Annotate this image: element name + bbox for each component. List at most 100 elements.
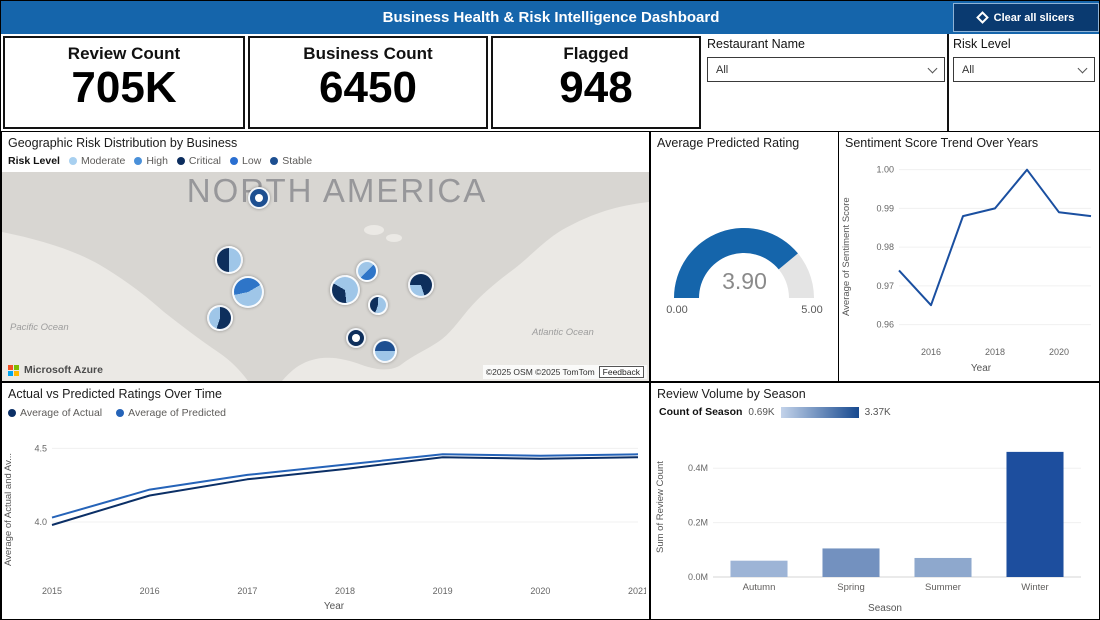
map-canvas[interactable]: NORTH AMERICA Pacific Ocean Atlantic Oce…	[2, 172, 649, 381]
chevron-down-icon	[927, 63, 938, 73]
clear-all-slicers-button[interactable]: Clear all slicers	[953, 3, 1099, 32]
map-pie-marker[interactable]	[215, 246, 243, 274]
legend-item-predicted[interactable]: Average of Predicted	[116, 407, 226, 419]
map-pie-marker[interactable]	[408, 272, 434, 298]
map-pie-marker[interactable]	[356, 260, 378, 282]
season-panel: Review Volume by Season Count of Season …	[650, 382, 1099, 619]
ratings-panel: Actual vs Predicted Ratings Over Time Av…	[1, 382, 650, 619]
map-pie-marker[interactable]	[368, 295, 388, 315]
legend-label: Moderate	[80, 155, 126, 167]
line-series	[51, 453, 639, 519]
legend-label: Critical	[188, 155, 222, 167]
bar-summer[interactable]	[914, 557, 972, 577]
kpi-label: Review Count	[67, 44, 181, 63]
season-color-scale-legend: Count of Season 0.69K 3.37K	[659, 406, 891, 418]
gauge-max-label: 5.00	[801, 304, 823, 316]
feedback-link[interactable]: Feedback	[598, 366, 644, 378]
ratings-y-axis-label: Average of Actual and Av...	[3, 452, 14, 566]
risk-level-dropdown[interactable]: All	[953, 57, 1095, 82]
bar-autumn[interactable]	[730, 560, 788, 577]
eraser-icon	[975, 11, 989, 24]
svg-text:0.99: 0.99	[876, 203, 894, 213]
legend-dot	[8, 409, 16, 417]
map-pie-marker[interactable]	[232, 276, 264, 308]
marker-hole	[254, 193, 264, 203]
legend-label: Average of Predicted	[128, 407, 226, 419]
legend-dot	[116, 409, 125, 417]
restaurant-name-dropdown[interactable]: All	[707, 57, 945, 82]
legend-item-actual[interactable]: Average of Actual	[8, 407, 102, 419]
color-scale-max: 3.37K	[864, 406, 891, 418]
line-series	[51, 456, 639, 526]
legend-dot	[134, 157, 143, 165]
line-series	[898, 168, 1092, 307]
bar-winter[interactable]	[1006, 451, 1064, 577]
color-scale-gradient	[780, 406, 859, 418]
gauge-value: 3.90	[722, 268, 767, 294]
svg-text:1.00: 1.00	[876, 165, 894, 175]
kpi-label: Business Count	[303, 44, 433, 63]
ocean-label-atlantic: Atlantic Ocean	[532, 327, 594, 338]
legend-item-low[interactable]: Low	[230, 155, 261, 167]
slicer-restaurant-name: Restaurant Name All	[707, 37, 945, 82]
chevron-down-icon	[1077, 63, 1088, 73]
svg-text:2018: 2018	[335, 586, 355, 596]
marker-hole	[352, 334, 360, 342]
legend-label: Stable	[282, 155, 313, 167]
map-pie-marker[interactable]	[207, 305, 233, 331]
ratings-x-axis-label: Year	[323, 601, 345, 612]
legend-dot	[230, 157, 239, 165]
svg-text:0.98: 0.98	[876, 242, 894, 252]
legend-label: Average of Actual	[20, 407, 103, 419]
legend-item-critical[interactable]: Critical	[176, 155, 222, 167]
svg-text:2016: 2016	[921, 347, 941, 357]
svg-text:Summer: Summer	[925, 582, 961, 593]
map-pie-marker[interactable]	[330, 275, 360, 305]
svg-text:Autumn: Autumn	[743, 582, 776, 593]
app-header: Business Health & Risk Intelligence Dash…	[1, 1, 1099, 34]
svg-text:2016: 2016	[140, 586, 160, 596]
legend-dot	[68, 157, 77, 165]
svg-text:2018: 2018	[985, 347, 1005, 357]
legend-item-moderate[interactable]: Moderate	[68, 155, 126, 167]
bar-spring[interactable]	[822, 548, 880, 577]
kpi-value: 705K	[71, 63, 177, 112]
kpi-card-flagged: Flagged 948	[491, 36, 701, 129]
ratings-legend: Average of Actual Average of Predicted	[8, 407, 226, 419]
gauge-panel-title: Average Predicted Rating	[657, 136, 800, 150]
azure-brand: Microsoft Azure	[8, 364, 103, 376]
svg-text:2021: 2021	[628, 586, 646, 596]
svg-text:2019: 2019	[433, 586, 453, 596]
dropdown-value: All	[962, 63, 975, 76]
svg-text:Winter: Winter	[1021, 582, 1048, 593]
map-attribution: ©2025 OSM ©2025 TomTom Feedback	[482, 365, 647, 379]
map-donut-marker[interactable]	[346, 328, 366, 348]
svg-text:0.96: 0.96	[876, 320, 894, 330]
svg-text:0.0M: 0.0M	[688, 572, 708, 582]
color-scale-min: 0.69K	[748, 406, 775, 418]
svg-text:0.2M: 0.2M	[688, 518, 708, 528]
ratings-line-chart: 4.0 4.5 2015 2016 2017 2018 2019 2020 2021	[34, 443, 646, 596]
legend-item-stable[interactable]: Stable	[270, 155, 312, 167]
dropdown-value: All	[716, 63, 729, 76]
legend-title: Risk Level	[8, 155, 60, 167]
sentiment-y-axis-label: Average of Sentiment Score	[841, 197, 852, 317]
kpi-card-review-count: Review Count 705K	[3, 36, 245, 129]
map-donut-marker[interactable]	[248, 187, 270, 209]
map-legend: Risk Level Moderate High Critical Low St…	[8, 155, 312, 167]
legend-label: High	[146, 155, 168, 167]
legend-item-high[interactable]: High	[134, 155, 168, 167]
map-panel: Geographic Risk Distribution by Business…	[1, 131, 650, 382]
svg-text:2020: 2020	[1049, 347, 1069, 357]
color-scale-title: Count of Season	[659, 406, 743, 418]
svg-text:2015: 2015	[42, 586, 62, 596]
legend-dot	[270, 157, 279, 165]
dashboard-title: Business Health & Risk Intelligence Dash…	[382, 9, 720, 26]
region-label: NORTH AMERICA	[186, 172, 488, 209]
season-bar-chart: 0.0M 0.2M 0.4M Autumn Spring Summer Winter	[688, 451, 1081, 593]
gauge-min-label: 0.00	[666, 304, 688, 316]
kpi-label: Flagged	[563, 44, 629, 63]
map-landmass	[2, 172, 649, 381]
slicer-divider	[947, 34, 949, 131]
map-pie-marker[interactable]	[373, 339, 397, 363]
